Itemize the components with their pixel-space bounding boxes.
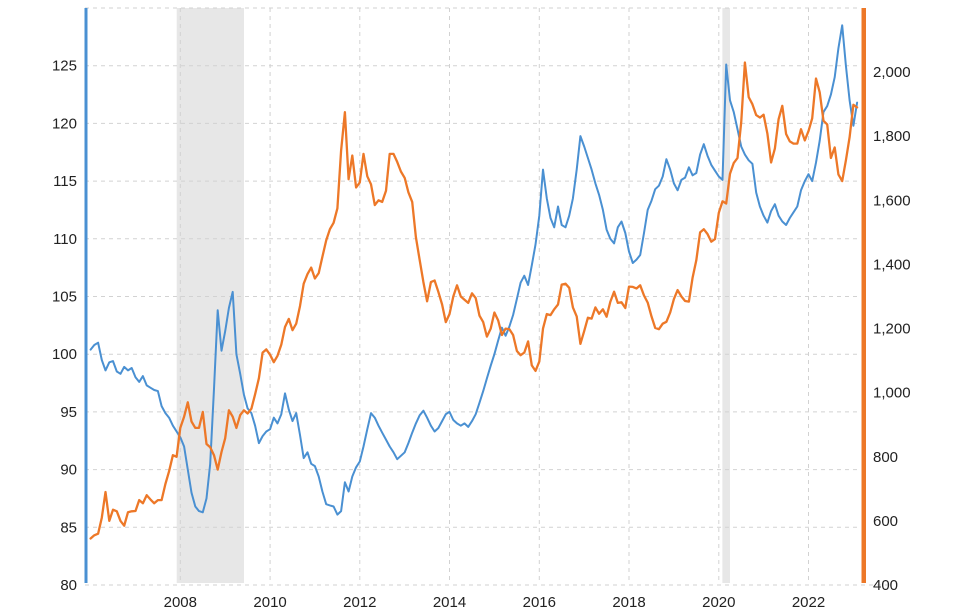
right-tick-label-1,200: 1,200 — [873, 321, 911, 338]
left-tick-label-120: 120 — [52, 115, 77, 132]
series-line-gold-price[interactable] — [89, 61, 859, 540]
right-tick-label-400: 400 — [873, 577, 898, 594]
recession-band-2 — [722, 8, 730, 583]
data-series — [89, 24, 859, 540]
right-axis-spine — [861, 8, 866, 583]
x-tick-label-2012: 2012 — [343, 594, 376, 611]
left-tick-label-125: 125 — [52, 58, 77, 75]
left-tick-label-85: 85 — [60, 519, 77, 536]
x-tick-label-2008: 2008 — [164, 594, 197, 611]
horizontal-gridlines — [85, 7, 893, 586]
left-tick-label-100: 100 — [52, 346, 77, 363]
left-tick-label-80: 80 — [60, 577, 77, 594]
left-tick-label-95: 95 — [60, 404, 77, 421]
left-axis-spine — [84, 8, 88, 583]
right-tick-label-2,000: 2,000 — [873, 64, 911, 81]
x-tick-label-2010: 2010 — [253, 594, 286, 611]
x-tick-label-2020: 2020 — [702, 594, 735, 611]
axis-spines — [84, 8, 866, 583]
left-tick-label-115: 115 — [53, 173, 77, 190]
x-tick-label-2016: 2016 — [523, 594, 556, 611]
right-tick-label-1,600: 1,600 — [873, 192, 911, 209]
series-line-dollar-index[interactable] — [89, 24, 859, 516]
left-tick-label-90: 90 — [60, 462, 77, 479]
left-tick-label-110: 110 — [53, 231, 77, 248]
right-tick-label-800: 800 — [873, 449, 898, 466]
right-tick-label-1,800: 1,800 — [873, 128, 911, 145]
vertical-gridlines — [179, 8, 809, 583]
x-axis-tick-labels: 2008 2010 2012 2014 2016 2018 2020 2022 — [164, 594, 826, 611]
right-tick-label-1,000: 1,000 — [873, 385, 911, 402]
x-tick-label-2022: 2022 — [792, 594, 825, 611]
left-tick-label-105: 105 — [52, 289, 77, 306]
right-tick-label-600: 600 — [873, 513, 898, 530]
right-tick-label-1,400: 1,400 — [873, 256, 911, 273]
x-tick-label-2018: 2018 — [612, 594, 645, 611]
left-axis-tick-labels: 80 85 90 95 100 105 110 115 120 125 — [52, 58, 77, 594]
x-tick-label-2014: 2014 — [433, 594, 466, 611]
right-axis-tick-labels: 400 600 800 1,000 1,200 1,400 1,600 1,800 2,000 — [873, 64, 911, 594]
